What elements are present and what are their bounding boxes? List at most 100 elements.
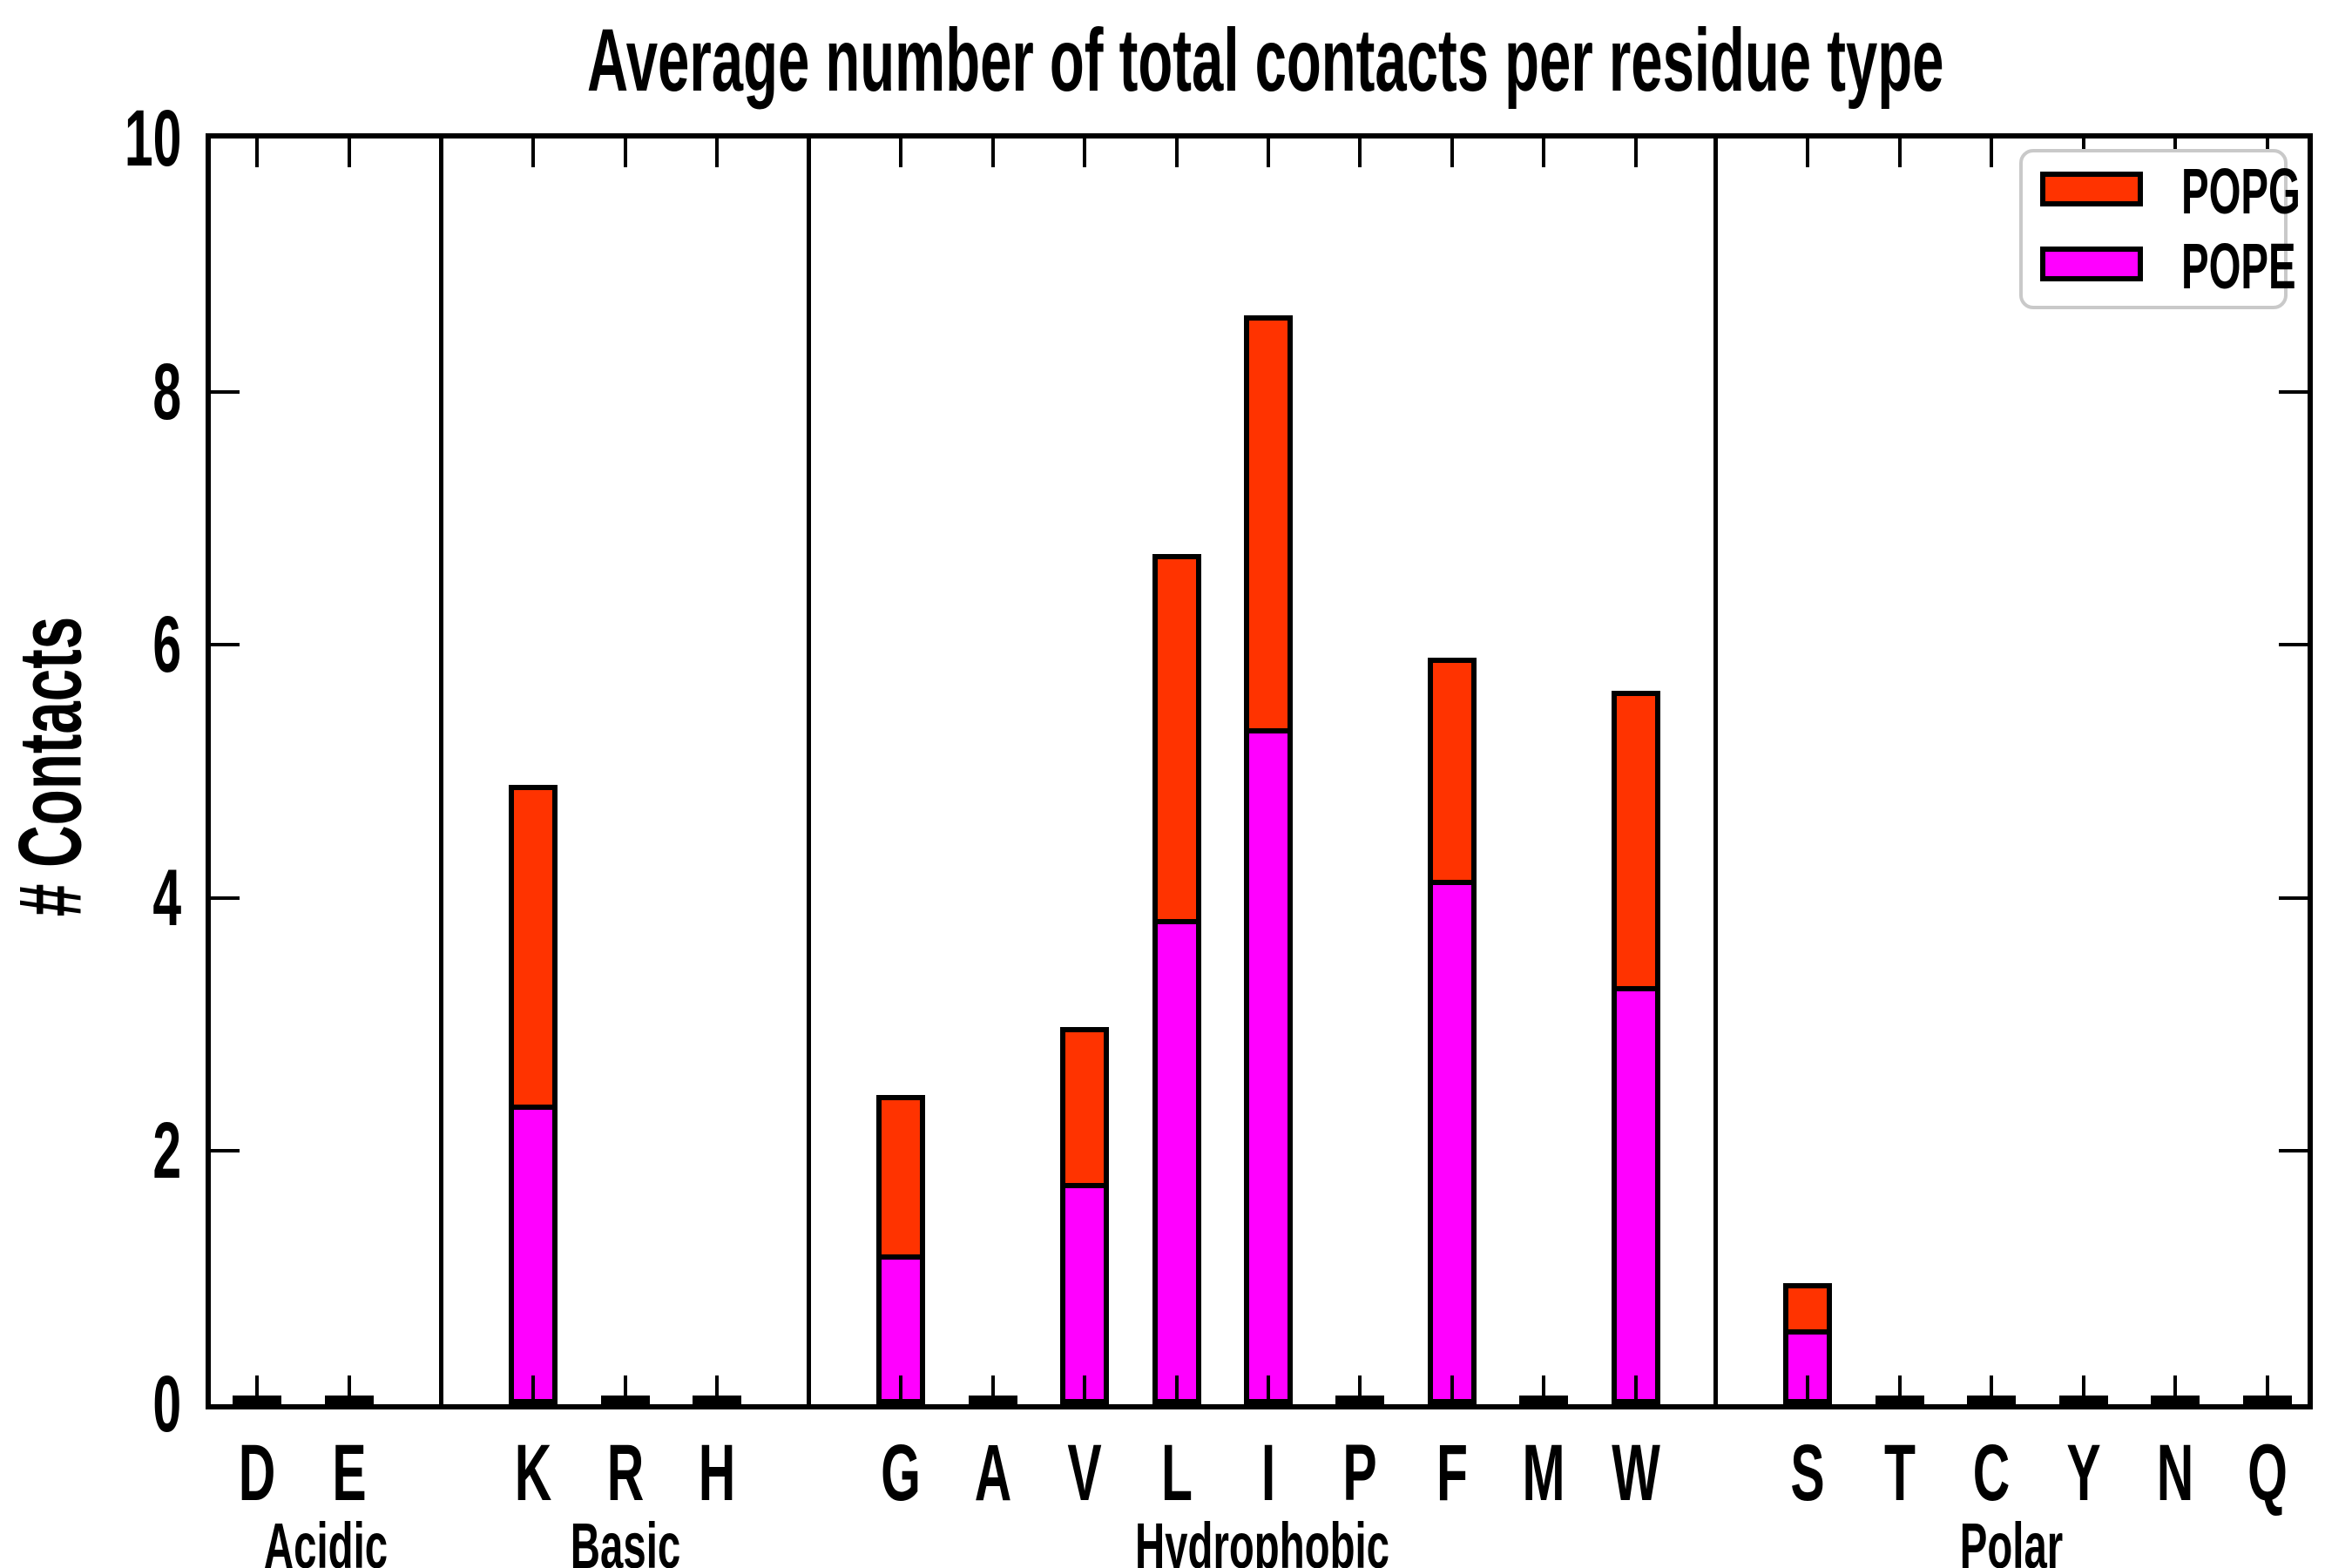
- x-tick-R: [623, 1375, 627, 1404]
- x-tick-I: [1266, 1375, 1270, 1404]
- group-label-hydrophobic: Hydrophobic: [1064, 1514, 1461, 1568]
- x-tick-P: [1358, 1375, 1362, 1404]
- bar-G: [876, 1095, 926, 1404]
- bar-V: [1060, 1027, 1110, 1404]
- x-tick-label-D: D: [228, 1433, 286, 1513]
- legend-swatch-popg: [2040, 172, 2143, 206]
- x-tick-label-text: P: [1342, 1429, 1378, 1517]
- x-tick-I: [1266, 139, 1270, 167]
- x-tick-label-text: N: [2156, 1429, 2194, 1517]
- bar-S-popg: [1788, 1288, 1828, 1330]
- bar-W-popg: [1616, 695, 1655, 987]
- group-label-text: Acidic: [264, 1510, 389, 1568]
- x-tick-Y: [2081, 1375, 2085, 1404]
- x-tick-label-text: Y: [2065, 1429, 2101, 1517]
- x-tick-label-text: H: [698, 1429, 736, 1517]
- x-tick-label-E: E: [322, 1433, 375, 1513]
- bar-K-pope: [514, 1109, 553, 1399]
- x-tick-label-F: F: [1428, 1433, 1477, 1513]
- x-tick-H: [715, 139, 720, 167]
- bar-V-pope: [1065, 1187, 1105, 1399]
- x-tick-S: [1806, 139, 1810, 167]
- x-tick-label-text: T: [1883, 1429, 1916, 1517]
- x-tick-label-text: Q: [2247, 1429, 2288, 1517]
- group-label-text: Polar: [1960, 1510, 2064, 1568]
- group-label-text: Hydrophobic: [1135, 1510, 1390, 1568]
- x-tick-D: [254, 1375, 259, 1404]
- y-tick-left-4: [211, 896, 240, 900]
- x-tick-E: [347, 139, 351, 167]
- y-tick-label-text: 10: [124, 94, 182, 183]
- x-tick-label-text: I: [1260, 1429, 1276, 1517]
- y-tick-label-text: 2: [152, 1106, 181, 1196]
- x-tick-P: [1358, 139, 1362, 167]
- legend-label-pope: POPE: [2181, 230, 2296, 302]
- chart-title-text: Average number of total contacts per res…: [587, 10, 1944, 110]
- x-tick-label-text: D: [238, 1429, 276, 1517]
- bar-I-popg: [1248, 321, 1288, 728]
- x-tick-label-A: A: [963, 1433, 1021, 1513]
- x-tick-G: [899, 139, 903, 167]
- x-tick-label-text: A: [974, 1429, 1011, 1517]
- y-tick-label-4: 4: [52, 858, 181, 938]
- x-tick-G: [899, 1375, 903, 1404]
- group-label-acidic: Acidic: [229, 1514, 422, 1568]
- x-tick-label-text: S: [1790, 1429, 1825, 1517]
- bar-L: [1152, 553, 1201, 1404]
- bar-G-segment-divider: [882, 1254, 921, 1260]
- x-tick-label-text: M: [1522, 1429, 1565, 1517]
- y-tick-label-text: 4: [152, 853, 181, 943]
- x-tick-K: [531, 139, 536, 167]
- bar-K-popg: [514, 790, 553, 1105]
- bar-I: [1243, 315, 1293, 1404]
- y-tick-left-6: [211, 643, 240, 647]
- x-tick-K: [531, 1375, 536, 1404]
- x-tick-Q: [2265, 1375, 2269, 1404]
- y-tick-label-2: 2: [52, 1111, 181, 1191]
- bar-I-segment-divider: [1248, 728, 1288, 733]
- y-tick-right-4: [2279, 896, 2308, 900]
- x-tick-label-N: N: [2146, 1433, 2204, 1513]
- legend: POPG POPE: [2019, 149, 2301, 309]
- bar-W: [1611, 690, 1660, 1404]
- x-tick-V: [1083, 1375, 1087, 1404]
- x-tick-H: [715, 1375, 720, 1404]
- y-tick-label-text: 6: [152, 600, 181, 690]
- bar-F: [1427, 657, 1477, 1404]
- bar-F-pope: [1432, 885, 1471, 1399]
- x-tick-label-P: P: [1334, 1433, 1387, 1513]
- x-tick-label-H: H: [688, 1433, 746, 1513]
- x-tick-label-text: F: [1436, 1429, 1468, 1517]
- y-tick-label-10: 10: [52, 94, 182, 183]
- x-tick-M: [1542, 139, 1546, 167]
- x-tick-C: [1990, 139, 1994, 167]
- y-tick-label-0: 0: [52, 1364, 181, 1444]
- x-tick-label-L: L: [1152, 1433, 1200, 1513]
- x-tick-M: [1542, 1375, 1546, 1404]
- x-tick-W: [1633, 139, 1638, 167]
- x-tick-label-text: G: [881, 1429, 922, 1517]
- bar-V-popg: [1065, 1032, 1105, 1183]
- x-tick-label-text: R: [606, 1429, 644, 1517]
- y-tick-label-6: 6: [52, 605, 181, 685]
- x-tick-F: [1450, 139, 1454, 167]
- x-tick-label-V: V: [1058, 1433, 1111, 1513]
- x-tick-label-Q: Q: [2236, 1433, 2299, 1513]
- bar-F-popg: [1432, 662, 1471, 881]
- x-tick-label-text: C: [1972, 1429, 2011, 1517]
- x-tick-E: [347, 1375, 351, 1404]
- y-tick-left-2: [211, 1149, 240, 1153]
- y-tick-label-8: 8: [52, 352, 181, 432]
- bar-W-pope: [1616, 991, 1655, 1399]
- y-tick-left-8: [211, 389, 240, 394]
- legend-swatch-pope: [2040, 247, 2143, 281]
- x-tick-label-C: C: [1963, 1433, 2020, 1513]
- group-divider-hydrophobic: [1713, 139, 1718, 1404]
- chart-title: Average number of total contacts per res…: [206, 12, 2313, 108]
- bar-L-pope: [1157, 924, 1196, 1399]
- x-tick-R: [623, 139, 627, 167]
- y-tick-label-text: 0: [152, 1360, 181, 1449]
- x-tick-label-K: K: [504, 1433, 562, 1513]
- x-tick-A: [990, 139, 995, 167]
